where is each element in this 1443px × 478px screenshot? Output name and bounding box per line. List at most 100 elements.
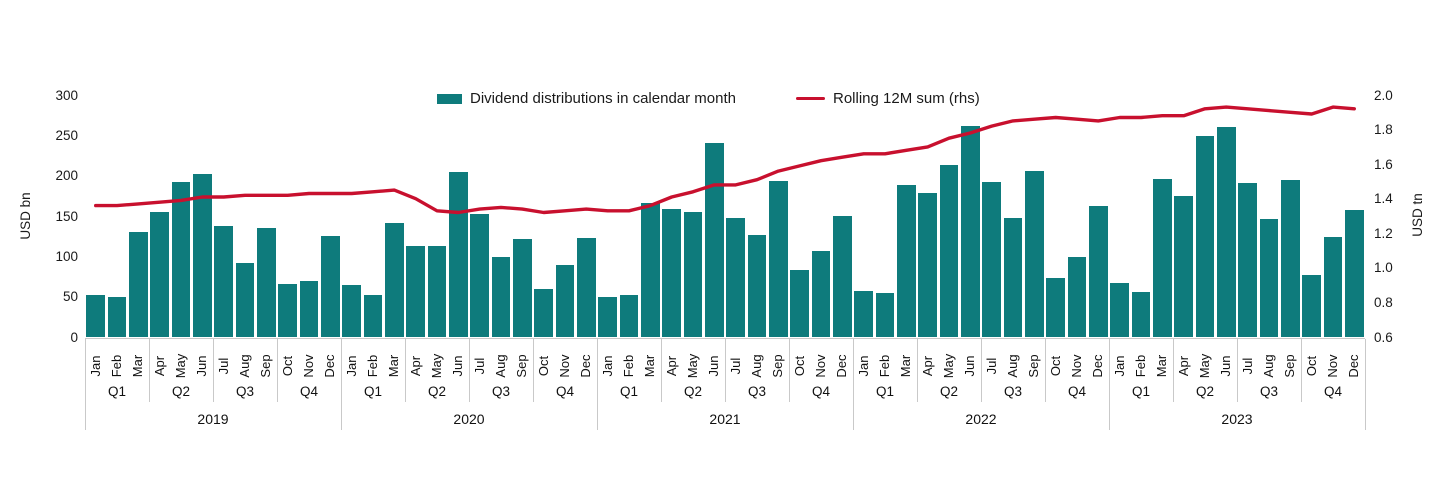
dividend-bar bbox=[1024, 170, 1044, 337]
legend-line-label: Rolling 12M sum (rhs) bbox=[832, 90, 980, 107]
month-label: Nov bbox=[1069, 354, 1084, 378]
month-label: Aug bbox=[1005, 354, 1020, 378]
quarter-label: Q4 bbox=[1323, 384, 1342, 399]
dividend-bar bbox=[363, 295, 383, 337]
legend-bar-label: Dividend distributions in calendar month bbox=[470, 90, 736, 107]
quarter-separator bbox=[277, 339, 278, 402]
quarter-label: Q2 bbox=[939, 384, 958, 399]
month-label: May bbox=[941, 353, 956, 379]
right-axis-tick-label: 1.8 bbox=[1374, 122, 1393, 138]
year-separator bbox=[1365, 339, 1366, 430]
month-label: Jun bbox=[450, 355, 466, 377]
quarter-label: Q1 bbox=[875, 384, 894, 399]
quarter-label: Q2 bbox=[1195, 384, 1214, 399]
year-label: 2019 bbox=[197, 411, 229, 427]
month-label: Dec bbox=[578, 354, 594, 378]
quarter-separator bbox=[213, 339, 214, 402]
month-label: Jul bbox=[727, 357, 743, 375]
dividend-bar bbox=[1046, 278, 1066, 337]
month-label: Nov bbox=[1325, 354, 1340, 378]
dividend-bar bbox=[1174, 195, 1194, 337]
quarter-label: Q2 bbox=[171, 384, 190, 399]
right-axis-tick-label: 1.0 bbox=[1374, 260, 1393, 276]
dividend-bar bbox=[811, 250, 831, 337]
dividend-bar bbox=[128, 232, 148, 337]
quarter-label: Q4 bbox=[1067, 384, 1086, 399]
month-label: Jul bbox=[215, 357, 231, 375]
month-label: Feb bbox=[365, 354, 380, 378]
month-label: May bbox=[173, 353, 188, 379]
dividend-bar bbox=[342, 285, 362, 337]
left-axis-tick-label: 0 bbox=[70, 329, 78, 345]
month-label: Apr bbox=[919, 355, 935, 377]
left-axis-tick-label: 150 bbox=[55, 208, 78, 224]
month-label: Mar bbox=[642, 354, 658, 378]
bar-series-swatch-icon bbox=[437, 93, 462, 104]
dividend-bar bbox=[1195, 136, 1215, 337]
month-label: Oct bbox=[791, 355, 807, 377]
month-label: Sep bbox=[514, 354, 530, 378]
dividend-bar bbox=[534, 289, 554, 337]
line-series-swatch-icon bbox=[795, 96, 825, 101]
month-label: Jun bbox=[706, 355, 722, 377]
right-axis-tick-label: 1.2 bbox=[1374, 225, 1393, 241]
dividend-bar bbox=[192, 174, 212, 337]
left-axis-tick-label: 250 bbox=[55, 127, 78, 143]
quarter-label: Q3 bbox=[1259, 384, 1278, 399]
dividend-bar bbox=[854, 291, 874, 337]
month-label: Mar bbox=[130, 354, 146, 378]
month-label: Jan bbox=[1111, 355, 1127, 377]
dividend-bar bbox=[939, 165, 959, 337]
dividend-bar bbox=[150, 211, 170, 337]
month-label: Oct bbox=[1303, 355, 1319, 377]
month-label: Apr bbox=[1175, 355, 1191, 377]
dividend-bar bbox=[1216, 127, 1236, 337]
month-label: Sep bbox=[770, 354, 786, 378]
month-label: Nov bbox=[813, 354, 828, 378]
month-label: Jan bbox=[343, 355, 359, 377]
quarter-separator bbox=[981, 339, 982, 402]
month-label: Dec bbox=[1346, 354, 1362, 378]
month-label: Jun bbox=[962, 355, 978, 377]
dividend-bar bbox=[107, 296, 127, 337]
month-label: Sep bbox=[1282, 354, 1298, 378]
dividend-bar bbox=[320, 236, 340, 337]
dividend-bar bbox=[875, 292, 895, 337]
dividend-bar bbox=[619, 295, 639, 337]
dividend-bar bbox=[491, 257, 511, 337]
month-label: Feb bbox=[109, 354, 124, 378]
quarter-label: Q1 bbox=[619, 384, 638, 399]
dividend-bar bbox=[598, 296, 618, 337]
month-label: May bbox=[1197, 353, 1212, 379]
month-label: Nov bbox=[301, 354, 316, 378]
month-label: Jul bbox=[471, 357, 487, 375]
quarter-label: Q3 bbox=[235, 384, 254, 399]
month-label: Aug bbox=[493, 354, 508, 378]
dividend-bar bbox=[576, 237, 596, 337]
month-label: Nov bbox=[557, 354, 572, 378]
month-label: Aug bbox=[237, 354, 252, 378]
dividend-bar bbox=[1344, 209, 1364, 337]
quarter-label: Q1 bbox=[1131, 384, 1150, 399]
month-label: Jul bbox=[983, 357, 999, 375]
month-label: Jun bbox=[194, 355, 210, 377]
right-axis-tick-label: 1.6 bbox=[1374, 156, 1393, 172]
month-label: Mar bbox=[1154, 354, 1170, 378]
month-label: May bbox=[685, 353, 700, 379]
month-label: Jan bbox=[599, 355, 615, 377]
quarter-separator bbox=[1045, 339, 1046, 402]
month-label: May bbox=[429, 353, 444, 379]
quarter-label: Q4 bbox=[555, 384, 574, 399]
month-label: Jan bbox=[87, 355, 103, 377]
left-axis-tick-label: 300 bbox=[55, 87, 78, 103]
quarter-separator bbox=[405, 339, 406, 402]
dividend-bar bbox=[790, 270, 810, 337]
quarter-separator bbox=[469, 339, 470, 402]
dividend-bar bbox=[1259, 219, 1279, 337]
dividend-bar bbox=[555, 265, 575, 337]
quarter-separator bbox=[1173, 339, 1174, 402]
dividend-bar bbox=[1323, 236, 1343, 337]
dividend-bar bbox=[704, 142, 724, 337]
month-label: Feb bbox=[621, 354, 636, 378]
dividend-bar bbox=[832, 216, 852, 337]
